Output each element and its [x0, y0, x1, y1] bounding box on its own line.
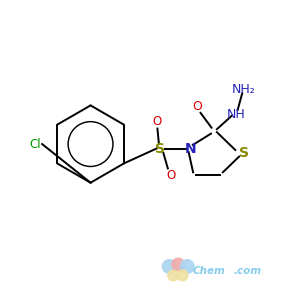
Circle shape	[180, 260, 194, 273]
Circle shape	[177, 270, 188, 281]
Text: NH: NH	[227, 108, 246, 121]
Text: S: S	[155, 142, 165, 155]
Text: O: O	[166, 169, 176, 182]
Text: Cl: Cl	[30, 138, 41, 151]
Text: S: S	[238, 146, 249, 160]
Text: Chem: Chem	[193, 266, 226, 276]
Circle shape	[172, 258, 184, 271]
Text: O: O	[193, 100, 202, 113]
Text: O: O	[153, 115, 162, 128]
Text: NH₂: NH₂	[232, 82, 256, 96]
Text: .com: .com	[233, 266, 261, 276]
Text: N: N	[184, 142, 196, 155]
Circle shape	[168, 270, 178, 281]
Circle shape	[163, 260, 176, 273]
